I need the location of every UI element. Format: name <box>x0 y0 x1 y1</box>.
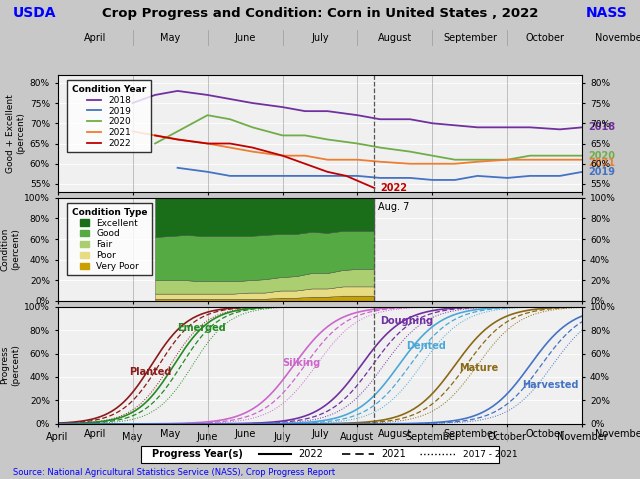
Text: May: May <box>160 430 180 439</box>
FancyBboxPatch shape <box>141 446 499 463</box>
Y-axis label: Progress
(percent): Progress (percent) <box>1 344 20 386</box>
Text: April: April <box>84 33 106 43</box>
Text: Crop Progress and Condition: Corn in United States , 2022: Crop Progress and Condition: Corn in Uni… <box>102 7 538 20</box>
Legend: 2018, 2019, 2020, 2021, 2022: 2018, 2019, 2020, 2021, 2022 <box>67 80 150 152</box>
Legend: Excellent, Good, Fair, Poor, Very Poor: Excellent, Good, Fair, Poor, Very Poor <box>67 204 152 275</box>
Text: July: July <box>311 33 329 43</box>
Text: June: June <box>234 33 256 43</box>
Text: NASS: NASS <box>586 6 627 20</box>
Text: November: November <box>595 430 640 439</box>
Text: Silking: Silking <box>282 358 321 368</box>
Text: Progress Year(s): Progress Year(s) <box>152 449 243 459</box>
Text: June: June <box>234 430 256 439</box>
Text: Harvested: Harvested <box>522 380 579 390</box>
Text: August: August <box>378 33 412 43</box>
Text: Doughing: Doughing <box>380 316 433 326</box>
Text: Source: National Agricultural Statistics Service (NASS), Crop Progress Report: Source: National Agricultural Statistics… <box>13 468 335 477</box>
Y-axis label: Condition
(percent): Condition (percent) <box>1 228 20 271</box>
Text: October: October <box>525 33 564 43</box>
Text: 2018: 2018 <box>588 122 616 132</box>
Text: 2022: 2022 <box>298 449 323 459</box>
Text: Mature: Mature <box>459 363 498 373</box>
Text: 2021: 2021 <box>588 158 616 168</box>
Text: Dented: Dented <box>406 342 446 352</box>
Text: September: September <box>443 33 497 43</box>
Text: 2017 - 2021: 2017 - 2021 <box>463 450 518 459</box>
Text: April: April <box>84 430 106 439</box>
Text: Emerged: Emerged <box>177 323 227 333</box>
Text: October: October <box>525 430 564 439</box>
Text: 2021: 2021 <box>381 449 406 459</box>
Text: Planted: Planted <box>129 367 171 377</box>
Text: 2020: 2020 <box>588 151 616 160</box>
Text: July: July <box>311 430 329 439</box>
Text: 2019: 2019 <box>588 167 616 177</box>
Text: 2022: 2022 <box>380 183 408 193</box>
Text: November: November <box>595 33 640 43</box>
Text: May: May <box>160 33 180 43</box>
Text: August: August <box>378 430 412 439</box>
Text: September: September <box>443 430 497 439</box>
Text: Aug. 7: Aug. 7 <box>378 202 410 212</box>
Y-axis label: Good + Excellent
(percent): Good + Excellent (percent) <box>6 94 26 173</box>
Text: USDA: USDA <box>13 6 56 20</box>
